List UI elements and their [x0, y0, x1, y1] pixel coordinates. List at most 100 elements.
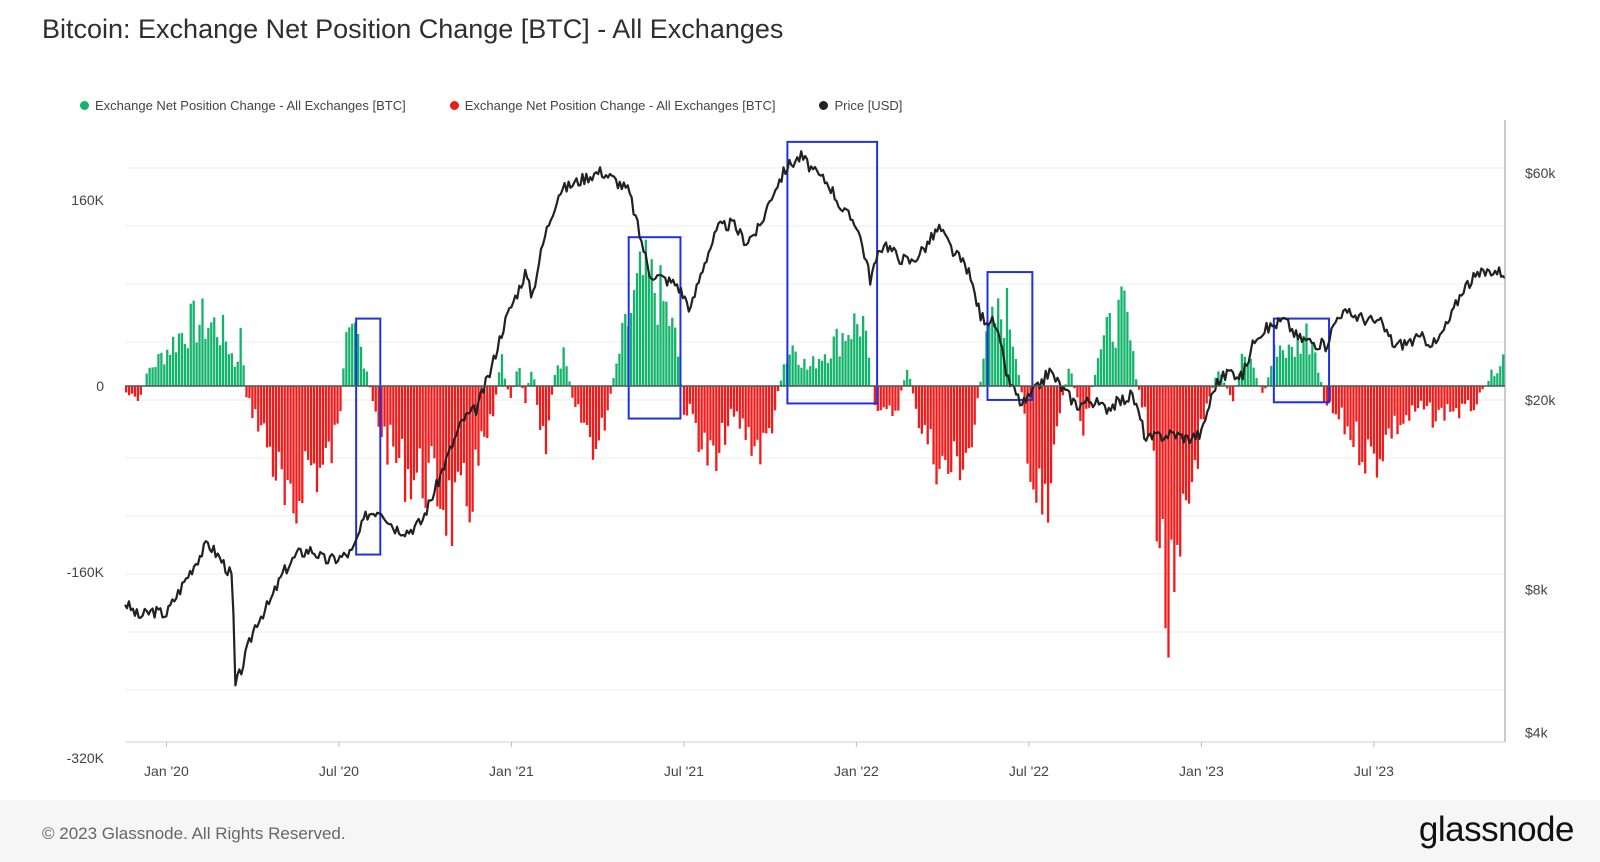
bar-negative	[765, 386, 768, 434]
bar-negative	[1466, 386, 1470, 401]
bar-positive	[362, 368, 366, 386]
bar-negative	[398, 386, 401, 458]
bar-negative	[1405, 386, 1408, 416]
bar-positive	[227, 354, 231, 386]
bar-negative	[938, 386, 941, 469]
bar-negative	[600, 386, 603, 418]
bar-positive	[1493, 376, 1496, 386]
bar-negative	[415, 386, 418, 473]
bar-negative	[486, 386, 489, 439]
bar-positive	[356, 334, 360, 386]
bar-positive	[908, 378, 912, 386]
bar-negative	[1049, 386, 1053, 484]
bar-positive	[1270, 365, 1273, 386]
bar-negative	[1437, 386, 1440, 410]
bar-negative	[136, 386, 140, 401]
bar-negative	[706, 386, 709, 466]
bar-negative	[389, 386, 392, 425]
legend-item-price[interactable]: Price [USD]	[819, 98, 902, 113]
bar-negative	[1044, 386, 1047, 484]
bar-positive	[559, 368, 562, 386]
bar-positive	[803, 358, 806, 386]
bar-negative	[298, 386, 301, 501]
bar-negative	[932, 386, 935, 465]
chart-title: Bitcoin: Exchange Net Position Change [B…	[42, 14, 784, 44]
bar-negative	[541, 386, 545, 426]
bar-positive	[1302, 335, 1305, 386]
bar-negative	[1434, 386, 1437, 422]
bar-negative	[327, 386, 330, 442]
bar-positive	[1249, 358, 1252, 386]
bar-positive	[1240, 353, 1244, 386]
bar-negative	[973, 386, 976, 425]
copyright-text: © 2023 Glassnode. All Rights Reserved.	[42, 824, 346, 843]
bar-negative	[721, 386, 724, 423]
bar-positive	[1099, 349, 1103, 386]
bar-negative	[691, 386, 694, 414]
bar-positive	[864, 330, 868, 386]
bar-negative	[882, 386, 885, 408]
bar-positive	[1317, 372, 1320, 386]
bar-negative	[506, 386, 509, 390]
bar-positive	[154, 366, 157, 386]
bar-negative	[386, 386, 389, 465]
bar-negative	[1261, 386, 1264, 393]
legend-item-outflow[interactable]: Exchange Net Position Change - All Excha…	[449, 98, 775, 113]
bar-negative	[312, 386, 316, 464]
bar-negative	[776, 386, 780, 392]
legend-item-inflow[interactable]: Exchange Net Position Change - All Excha…	[80, 98, 406, 113]
bar-positive	[1093, 374, 1097, 386]
bar-negative	[920, 386, 923, 434]
bar-positive	[230, 353, 233, 386]
bar-positive	[1223, 382, 1226, 386]
bar-positive	[1126, 311, 1129, 386]
bar-positive	[1129, 340, 1132, 386]
bar-positive	[151, 367, 154, 386]
bar-positive	[835, 328, 838, 386]
bar-positive	[662, 301, 665, 386]
x-tick-label: Jan '21	[489, 763, 534, 779]
bar-negative	[494, 386, 498, 395]
bar-negative	[377, 386, 380, 427]
bar-negative	[723, 386, 727, 445]
bar-negative	[697, 386, 700, 452]
bar-negative	[911, 386, 915, 394]
bar-negative	[1325, 386, 1329, 406]
bar-positive	[1490, 369, 1493, 386]
bar-negative	[885, 386, 888, 409]
bar-negative	[453, 386, 457, 483]
bar-negative	[1170, 386, 1173, 540]
bar-negative	[1443, 386, 1446, 421]
bar-negative	[1375, 386, 1379, 478]
bar-negative	[1055, 386, 1059, 427]
chart-area[interactable]: 160K 0 -160K -320K $60k $20k $8k $4k Jan '20 Jul …	[0, 0, 1600, 800]
bar-positive	[527, 383, 530, 386]
bar-negative	[1164, 386, 1167, 629]
bar-negative	[277, 386, 280, 452]
bar-positive	[1108, 313, 1111, 386]
bar-negative	[371, 386, 374, 402]
bar-positive	[859, 336, 862, 386]
bar-positive	[997, 298, 1000, 386]
bar-negative	[321, 386, 325, 465]
bar-negative	[1384, 386, 1387, 435]
bar-negative	[474, 386, 477, 450]
bar-negative	[1425, 386, 1429, 407]
bar-negative	[295, 386, 298, 524]
bar-negative	[1190, 386, 1194, 483]
legend-label-inflow: Exchange Net Position Change - All Excha…	[95, 98, 406, 113]
bar-negative	[709, 386, 712, 441]
bar-positive	[218, 345, 222, 386]
bar-negative	[961, 386, 965, 470]
bar-negative	[726, 386, 730, 427]
bar-negative	[1458, 386, 1461, 419]
bar-negative	[280, 386, 283, 470]
legend-dot-green	[80, 101, 89, 110]
bar-negative	[133, 386, 137, 397]
bar-positive	[856, 324, 859, 386]
bar-negative	[289, 386, 292, 484]
bar-negative	[412, 386, 416, 481]
bar-negative	[1343, 386, 1346, 435]
axes: 160K 0 -160K -320K $60k $20k $8k $4k Jan '20 Jul …	[67, 120, 1556, 779]
bar-negative	[1140, 386, 1144, 408]
